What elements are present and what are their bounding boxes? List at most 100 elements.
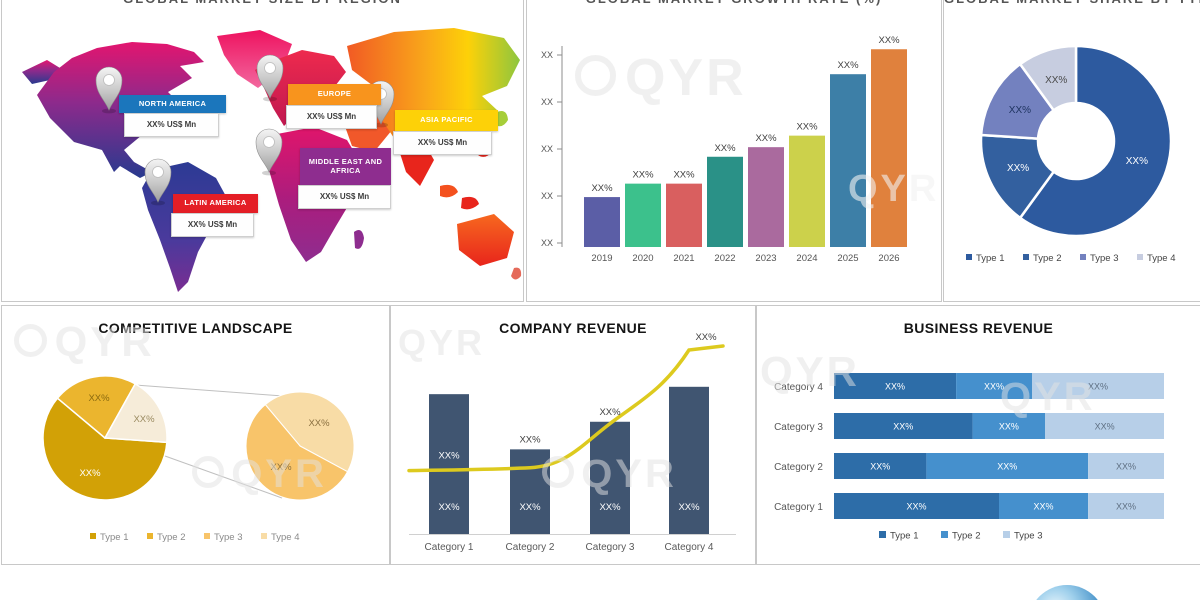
- bar-2025: [830, 74, 866, 247]
- region-name-band: EUROPE: [288, 84, 381, 105]
- main-pie-slice: [103, 382, 168, 444]
- region-value-box: XX% US$ Mn: [298, 185, 391, 209]
- bar-Category 3: [590, 421, 630, 534]
- bar-value-label: XX%: [591, 183, 613, 194]
- legend-label: Type 3: [1090, 253, 1119, 264]
- segment-Type 2: [956, 373, 1032, 399]
- x-tick-label: 2025: [837, 253, 858, 264]
- x-tick-label: 2020: [632, 253, 653, 264]
- map-pin-icon: [144, 158, 172, 206]
- region-australia: [457, 214, 514, 266]
- competitive-title: COMPETITIVE LANDSCAPE: [98, 320, 293, 336]
- region-madagascar: [354, 230, 364, 249]
- panel-competitive-landscape: COMPETITIVE LANDSCAPE XX% XX% XX% XX% XX% Typ…: [1, 305, 390, 565]
- line-point-label: XX%: [695, 332, 717, 343]
- bar-value-label: XX%: [837, 60, 859, 71]
- y-tick-label: XX: [541, 97, 553, 107]
- company-revenue-title: COMPANY REVENUE: [499, 320, 647, 336]
- segment-Type 3: [1032, 373, 1164, 399]
- bar-value-label: XX%: [878, 35, 900, 46]
- segment-label: XX%: [906, 502, 926, 512]
- legend-label: Type 4: [271, 532, 300, 543]
- revenue-trend-line: [407, 344, 725, 473]
- bar-2023: [748, 147, 784, 247]
- region-value-box: XX% US$ Mn: [286, 105, 377, 129]
- segment-label: XX%: [1095, 422, 1115, 432]
- region-value-box: XX% US$ Mn: [393, 131, 492, 155]
- segment-label: XX%: [984, 382, 1004, 392]
- cut-title-region: GLOBAL MARKET SIZE BY REGION: [2, 0, 523, 6]
- legend-label: Type 2: [952, 531, 981, 542]
- globe-logo: [1028, 585, 1106, 600]
- region-sea-1: [440, 184, 458, 198]
- legend-marker: [879, 531, 886, 538]
- segment-Type 1: [834, 413, 973, 439]
- legend-marker: [90, 533, 96, 539]
- bar-2021: [666, 183, 702, 247]
- region-value-box: XX% US$ Mn: [124, 113, 219, 137]
- bar-2020: [625, 183, 661, 247]
- legend-label: Type 3: [1014, 531, 1043, 542]
- bar-Category 4: [669, 386, 709, 534]
- panel-type-share: GLOBAL MARKET SHARE BY TYPE XX%XX%XX%XX%…: [943, 0, 1200, 302]
- segment-Type 3: [1045, 413, 1164, 439]
- legend-marker: [147, 533, 153, 539]
- bar-bottom-label: XX%: [438, 502, 460, 513]
- region-sea-2: [461, 196, 479, 210]
- x-tick-label: Category 4: [665, 542, 714, 553]
- x-tick-label: Category 1: [425, 542, 474, 553]
- x-tick-label: Category 3: [586, 542, 635, 553]
- bar-2024: [789, 135, 825, 247]
- segment-label: XX%: [893, 422, 913, 432]
- segment-Type 1: [834, 493, 999, 519]
- cut-title-growth: GLOBAL MARKET GROWTH RATE (%): [527, 0, 941, 6]
- category-label: Category 2: [774, 462, 823, 473]
- legend-label: Type 2: [157, 532, 186, 543]
- donut-slice-Type 1: [1018, 44, 1173, 238]
- slice-label: XX%: [1007, 163, 1029, 174]
- legend-marker: [1003, 531, 1010, 538]
- legend-label: Type 1: [890, 531, 919, 542]
- x-tick-label: 2023: [755, 253, 776, 264]
- slice-label: XX%: [1009, 105, 1031, 116]
- legend-label: Type 1: [100, 532, 129, 543]
- legend-marker: [1080, 254, 1086, 260]
- main-pie-slice: [56, 375, 137, 440]
- main-pie-slice: [42, 397, 168, 501]
- legend-marker: [204, 533, 210, 539]
- legend-label: Type 3: [214, 532, 243, 543]
- region-name-band: MIDDLE EAST AND AFRICA: [300, 148, 391, 185]
- segment-Type 1: [834, 373, 957, 399]
- line-point-label: XX%: [438, 451, 460, 462]
- donut-slice-Type 4: [1018, 44, 1078, 113]
- slice-label: XX%: [308, 418, 330, 429]
- competitive-pie-chart: XX% XX% XX% XX% XX% Type 1 Type 2 Type 3 Type 4: [42, 375, 355, 543]
- bar-value-label: XX%: [632, 170, 654, 181]
- segment-Type 2: [926, 453, 1089, 479]
- legend-marker: [941, 531, 948, 538]
- category-label: Category 1: [774, 502, 823, 513]
- panel-region-map: GLOBAL MARKET SIZE BY REGION NORTH AMERI…: [1, 0, 524, 302]
- legend-label: Type 1: [976, 253, 1005, 264]
- segment-label: XX%: [997, 462, 1017, 472]
- slice-label: XX%: [133, 414, 155, 425]
- y-tick-label: XX: [541, 191, 553, 201]
- line-point-label: XX%: [519, 434, 541, 445]
- segment-Type 2: [972, 413, 1046, 439]
- business-revenue-title: BUSINESS REVENUE: [903, 320, 1054, 336]
- region-name-band: LATIN AMERICA: [173, 194, 258, 213]
- secondary-pie-slice: [245, 403, 349, 501]
- region-value-box: XX% US$ Mn: [171, 213, 254, 237]
- bar-Category 2: [510, 449, 550, 534]
- slice-label: XX%: [88, 393, 110, 404]
- y-tick-label: XX: [541, 238, 553, 248]
- secondary-pie-slice: [264, 391, 355, 473]
- bar-2026: [871, 49, 907, 247]
- business-revenue-chart: Category 4 XX% XX% XX% Category 3 XX% XX% XX% Ca…: [774, 373, 1164, 542]
- legend-label: Type 2: [1033, 253, 1062, 264]
- y-tick-label: XX: [541, 144, 553, 154]
- bar-value-label: XX%: [755, 133, 777, 144]
- line-point-label: XX%: [599, 407, 621, 418]
- segment-label: XX%: [1034, 502, 1054, 512]
